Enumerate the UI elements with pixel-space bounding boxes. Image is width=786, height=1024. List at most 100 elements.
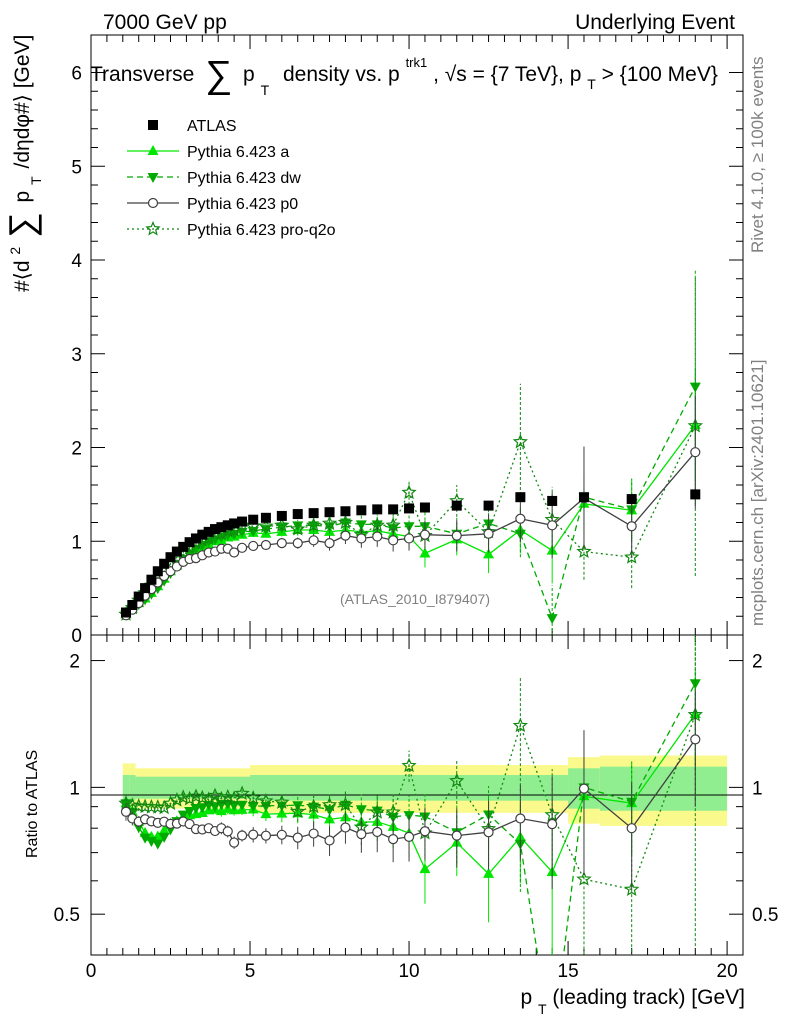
point-atlas <box>451 500 462 511</box>
point-atlas <box>216 522 227 533</box>
title-part-a: Transverse <box>90 63 194 86</box>
point-pythia-6-423-pro-q2o <box>385 517 401 532</box>
xtick-label: 0 <box>86 961 97 982</box>
legend-item-pythia-6-423-dw: Pythia 6.423 dw <box>127 170 301 187</box>
point-pythia-6-423-pro-q2o <box>290 521 306 536</box>
point-pythia-6-423-dw <box>546 614 558 625</box>
ratio-point-pythia-6-423-dw <box>145 837 157 848</box>
ratio-point-pythia-6-423-pro-q2o <box>512 717 529 733</box>
legend-label: Pythia 6.423 dw <box>187 170 301 187</box>
legend-label: Pythia 6.423 pro-q2o <box>187 222 336 239</box>
point-atlas <box>120 607 131 618</box>
xlabel-p: p <box>520 986 532 1009</box>
point-pythia-6-423-p0 <box>515 513 526 524</box>
ratio-point-pythia-6-423-dw <box>139 833 151 844</box>
ratio-point-pythia-6-423-p0 <box>340 822 351 833</box>
ratio-point-pythia-6-423-p0 <box>120 806 132 817</box>
point-pythia-6-423-p0 <box>248 540 259 552</box>
ylabel-sub: T <box>28 176 44 185</box>
series-atlas <box>120 489 701 618</box>
xtick-label: 5 <box>245 961 256 982</box>
legend: ATLAS Pythia 6.423 a Pythia 6.423 dw Pythia… <box>127 118 336 239</box>
ylabel-part-a: #⟨d <box>11 260 34 292</box>
ratio-point-pythia-6-423-pro-q2o <box>274 794 290 809</box>
xtick-label: 20 <box>717 961 738 982</box>
ytick-label: 1 <box>71 532 82 553</box>
legend-label: ATLAS <box>187 118 237 135</box>
ylabel-part-b: /dηdφ#⟩ [GeV] <box>11 35 34 169</box>
xtick-label: 10 <box>398 961 419 982</box>
point-pythia-6-423-dw <box>292 521 304 532</box>
point-pythia-6-423-pro-q2o <box>258 518 274 533</box>
point-pythia-6-423-p0 <box>340 530 351 541</box>
ratio-point-pythia-6-423-a <box>308 808 320 819</box>
ratio-point-pythia-6-423-p0 <box>388 833 399 845</box>
ytick-label: 6 <box>71 64 82 85</box>
ratio-line-pythia-6-423-pro-q2o <box>125 714 696 891</box>
ratio-point-pythia-6-423-p0 <box>308 828 319 839</box>
ratio-ytick-label-right: 2 <box>752 652 763 673</box>
ratio-ytick-label: 1 <box>69 778 80 799</box>
ratio-point-pythia-6-423-p0 <box>324 835 335 846</box>
title-sub-t: T <box>261 82 270 98</box>
legend-marker <box>148 120 158 130</box>
ratio-ytick-label: 2 <box>69 652 80 673</box>
point-atlas <box>356 505 367 516</box>
point-pythia-6-423-p0 <box>292 538 303 549</box>
point-pythia-6-423-p0 <box>690 447 701 458</box>
xlabel-sub: T <box>538 1001 547 1017</box>
point-pythia-6-423-pro-q2o <box>512 433 528 449</box>
ytick-label: 0 <box>71 626 82 647</box>
point-pythia-6-423-a <box>419 547 431 558</box>
main-ticks: 0 1 2 3 4 5 6 <box>71 35 743 647</box>
band-inner <box>129 774 136 801</box>
point-pythia-6-423-p0 <box>403 533 415 544</box>
header-left: 7000 GeV pp <box>103 11 227 34</box>
ratio-ytick-label: 0.5 <box>54 905 80 926</box>
ratio-point-pythia-6-423-p0 <box>260 830 272 841</box>
point-atlas <box>184 537 195 548</box>
ratio-point-pythia-6-423-pro-q2o <box>181 790 198 806</box>
ratio-ytick-label-right: 1 <box>752 778 763 799</box>
ratio-point-pythia-6-423-pro-q2o <box>169 792 185 807</box>
main-panel: 0 1 2 3 4 5 6 (ATLAS_2010_I879407) Transverse … <box>1 34 744 647</box>
point-atlas <box>547 495 558 506</box>
legend-marker <box>147 145 159 155</box>
point-pythia-6-423-pro-q2o <box>624 549 640 564</box>
point-atlas <box>324 507 335 518</box>
ratio-point-pythia-6-423-p0 <box>547 818 558 830</box>
xlabel-rest: (leading track) [GeV] <box>552 986 745 1009</box>
point-atlas <box>178 541 189 552</box>
ratio-point-pythia-6-423-p0 <box>372 826 383 838</box>
point-atlas <box>388 504 399 515</box>
ratio-point-pythia-6-423-pro-q2o <box>258 792 274 808</box>
point-atlas <box>292 509 303 520</box>
point-atlas <box>140 583 151 594</box>
ratio-series-pythia-6-423-p0 <box>120 690 701 890</box>
point-atlas <box>210 524 221 535</box>
ratio-point-pythia-6-423-dw <box>247 802 259 813</box>
ratio-point-pythia-6-423-a <box>158 824 170 835</box>
mcplots-label: mcplots.cern.ch [arXiv:2401.10621] <box>748 360 767 626</box>
point-atlas <box>171 546 182 557</box>
main-title: Transverse ∑ p T density vs. p trk1 , √s… <box>90 49 718 100</box>
line-pythia-6-423-a <box>125 424 696 615</box>
legend-marker <box>145 220 161 236</box>
legend-marker <box>147 197 159 209</box>
ratio-point-pythia-6-423-pro-q2o <box>201 791 217 806</box>
title-part-d: > {100 MeV} <box>602 63 718 86</box>
ratio-point-pythia-6-423-a <box>260 808 272 819</box>
point-pythia-6-423-pro-q2o <box>337 514 354 530</box>
ratio-point-pythia-6-423-p0 <box>292 832 303 843</box>
point-atlas <box>229 518 240 529</box>
point-pythia-6-423-dw <box>689 382 701 393</box>
point-atlas <box>404 503 415 514</box>
ratio-point-pythia-6-423-pro-q2o <box>245 790 261 805</box>
point-pythia-6-423-pro-q2o <box>306 517 322 532</box>
point-pythia-6-423-p0 <box>324 538 335 549</box>
rivet-label: Rivet 4.1.0, ≥ 100k events <box>748 57 767 253</box>
ratio-point-pythia-6-423-a <box>324 813 336 824</box>
ratio-point-pythia-6-423-dw <box>339 800 351 811</box>
ratio-point-pythia-6-423-dw <box>196 803 208 814</box>
point-atlas <box>578 492 589 503</box>
